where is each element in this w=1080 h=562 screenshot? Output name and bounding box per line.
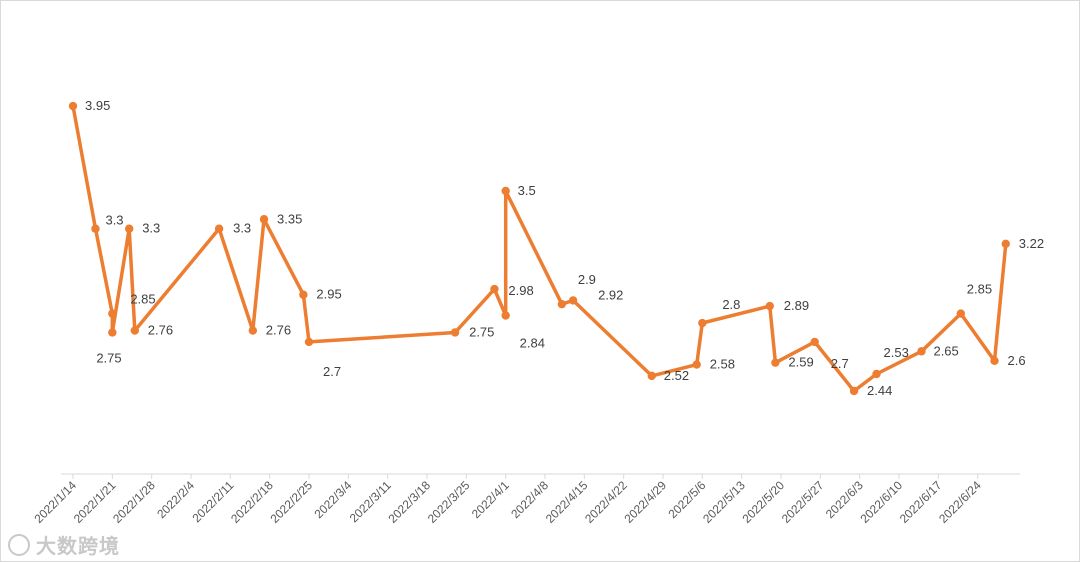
data-label: 2.76: [266, 323, 291, 338]
data-label: 2.8: [722, 297, 740, 312]
data-point: [956, 309, 966, 318]
x-tick-label: 2022/5/27: [779, 478, 827, 526]
data-label: 2.7: [831, 356, 849, 371]
data-label: 2.65: [933, 343, 958, 358]
data-point: [568, 296, 578, 305]
data-label: 3.5: [518, 183, 536, 198]
data-label: 2.75: [469, 324, 494, 339]
brand-logo-icon: [8, 534, 30, 556]
series-markers: [68, 101, 1010, 396]
data-point: [130, 326, 140, 335]
data-point: [124, 224, 134, 233]
data-point: [849, 386, 859, 396]
x-tick-label: 2022/3/25: [425, 478, 473, 526]
data-label: 2.58: [710, 357, 735, 372]
data-label: 2.85: [130, 292, 155, 307]
data-point: [68, 101, 78, 111]
data-label: 2.92: [598, 287, 623, 302]
data-label: 2.89: [784, 298, 809, 313]
x-tick-label: 2022/6/24: [936, 478, 984, 526]
data-point: [299, 290, 308, 299]
data-point: [698, 318, 707, 328]
data-label: 2.9: [578, 272, 596, 287]
data-labels: 3.95 3.3 2.85 2.75 3.3 2.76 3.3 2.76 3.35 2.95 2.7…: [85, 98, 1044, 398]
data-label: 2.84: [520, 335, 545, 350]
watermark-text: 大数跨境: [36, 536, 120, 558]
data-point: [872, 369, 881, 379]
watermark: 大数跨境: [8, 530, 120, 559]
data-point: [771, 358, 780, 367]
data-label: 2.52: [664, 368, 689, 383]
data-label: 2.85: [967, 282, 992, 297]
data-point: [91, 224, 100, 233]
data-label: 2.59: [788, 355, 813, 370]
data-point: [501, 311, 510, 320]
data-point: [647, 371, 656, 381]
data-label: 2.6: [1008, 353, 1026, 368]
data-point: [557, 299, 567, 309]
data-label: 2.7: [323, 364, 341, 379]
data-point: [1001, 239, 1010, 248]
data-label: 2.44: [867, 383, 892, 398]
data-point: [692, 360, 701, 369]
data-label: 2.53: [884, 345, 909, 360]
data-point: [990, 356, 999, 365]
data-label: 3.22: [1019, 236, 1044, 251]
data-label: 2.75: [96, 350, 121, 365]
x-tick-label: 2022/4/29: [621, 478, 669, 526]
data-point: [765, 301, 774, 311]
x-axis-ticks: 2022/1/142022/1/212022/1/282022/2/42022/…: [31, 474, 984, 526]
data-point: [490, 284, 499, 294]
data-point: [214, 224, 224, 233]
data-point: [501, 186, 510, 196]
data-point: [917, 347, 926, 356]
data-label: 2.98: [508, 283, 533, 298]
data-label: 3.3: [233, 221, 251, 236]
data-label: 3.3: [142, 221, 160, 236]
data-label: 3.35: [277, 211, 302, 226]
data-label: 2.95: [316, 287, 341, 302]
x-tick-label: 2022/2/25: [267, 478, 315, 526]
data-label: 2.76: [148, 323, 173, 338]
data-point: [248, 326, 258, 335]
data-point: [810, 337, 819, 347]
data-label: 3.3: [105, 213, 123, 228]
data-point: [259, 215, 269, 224]
data-label: 3.95: [85, 98, 110, 113]
x-tick-label: 2022/4/1: [469, 478, 512, 521]
data-point: [108, 309, 117, 318]
data-point: [450, 328, 460, 337]
data-point: [304, 337, 314, 347]
data-point: [108, 328, 117, 337]
x-tick-label: 2022/1/28: [110, 478, 158, 526]
